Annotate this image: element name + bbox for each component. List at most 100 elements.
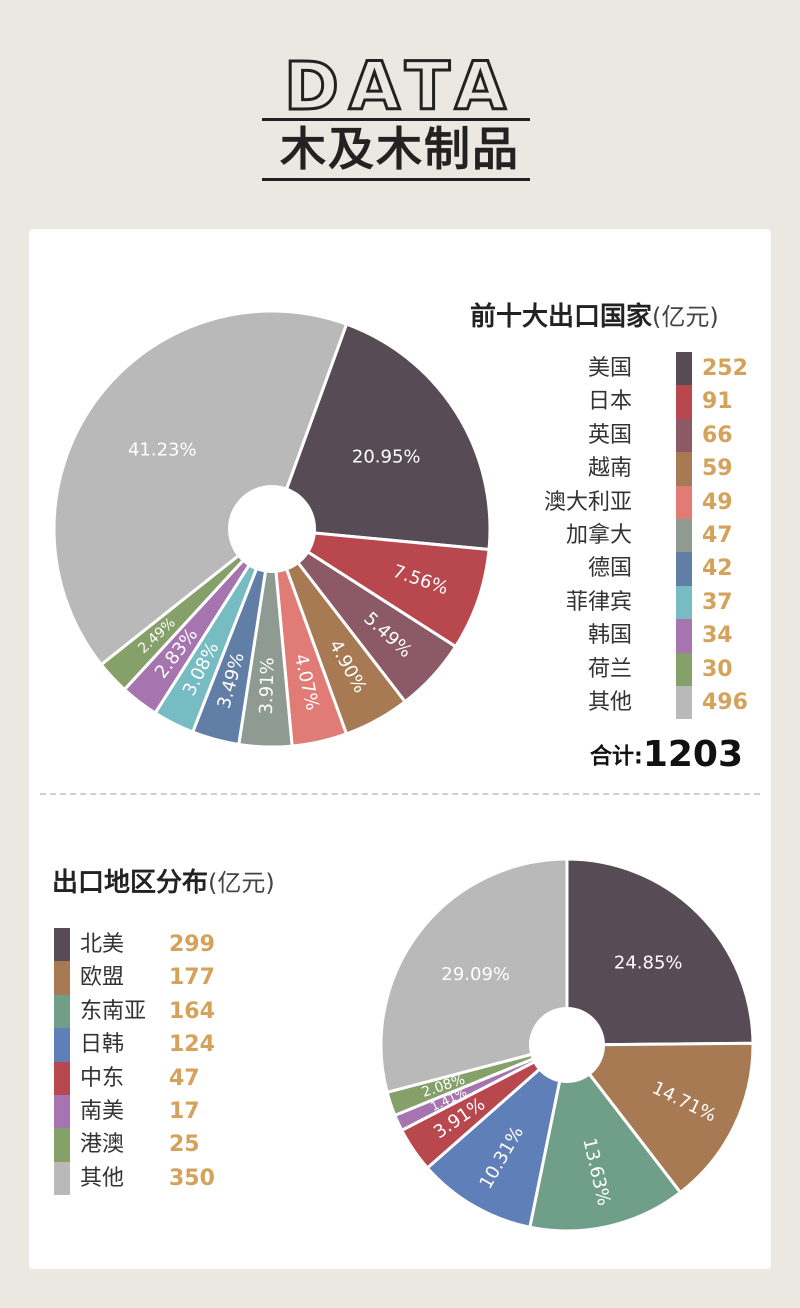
- pie-slice-10: [52, 309, 349, 667]
- legend-country-row: 加拿大 47: [560, 518, 760, 553]
- pie-label-0: 20.95%: [352, 446, 421, 467]
- legend-label: 美国: [587, 356, 632, 381]
- legend-value: 42: [702, 556, 733, 582]
- legend-country-row: 德国 42: [560, 552, 760, 586]
- data-wordmark: DATA: [283, 48, 516, 125]
- legend-swatch: [676, 485, 692, 519]
- total-value: 1203: [642, 734, 744, 775]
- legend-value: 91: [702, 389, 733, 415]
- pie-label-7: 29.09%: [441, 964, 510, 985]
- section1-title: 前十大出口国家(亿元): [470, 296, 719, 333]
- legend-country-row: 韩国 34: [560, 619, 760, 653]
- legend-value: 17: [169, 1098, 200, 1124]
- legend-region-row: 北美 299: [54, 928, 274, 962]
- legend-value: 47: [169, 1065, 200, 1091]
- legend-value: 25: [169, 1132, 200, 1158]
- legend-value: 59: [702, 456, 733, 482]
- section2-title-text: 出口地区分布: [52, 868, 209, 898]
- pie-slice-0: [565, 857, 755, 1047]
- legend-country-row: 美国 252: [560, 352, 760, 386]
- legend-value: 164: [169, 998, 215, 1024]
- pie-label-0: 24.85%: [614, 953, 683, 974]
- legend-swatch: [54, 1061, 70, 1095]
- legend-label: 日韩: [80, 1032, 125, 1058]
- pie-slice-3: [425, 1040, 570, 1230]
- legend-value: 124: [169, 1032, 215, 1058]
- legend-swatch: [54, 1128, 70, 1162]
- legend-label: 北美: [80, 932, 125, 957]
- legend-region-row: 东南亚 164: [54, 994, 274, 1029]
- legend-label: 日本: [587, 389, 632, 415]
- legend-swatch: [676, 552, 692, 586]
- legend-region-row: 日韩 124: [54, 1028, 274, 1062]
- legend-region-row: 欧盟 177: [54, 961, 274, 995]
- legend-swatch: [54, 928, 70, 962]
- legend-value: 30: [702, 656, 733, 682]
- legend-value: 252: [702, 356, 748, 381]
- legend-label: 韩国: [587, 623, 632, 649]
- total-summary: 合计:1203: [590, 734, 743, 775]
- legend-swatch: [676, 585, 692, 620]
- legend-region-row: 其他 350: [54, 1161, 274, 1196]
- legend-value: 66: [702, 422, 733, 448]
- pie-slice-2: [528, 1041, 683, 1233]
- legend-swatch: [54, 1094, 70, 1129]
- legend-label: 中东: [80, 1065, 125, 1091]
- legend-swatch: [676, 352, 692, 386]
- legend-value: 34: [702, 623, 733, 649]
- pie-label-5: 3.91%: [256, 657, 279, 715]
- page-title: 木及木制品: [280, 122, 520, 176]
- section-divider: [40, 793, 760, 795]
- section2-unit: (亿元): [208, 869, 275, 897]
- legend-label: 德国: [587, 556, 632, 582]
- legend-swatch: [676, 452, 692, 486]
- legend-swatch: [54, 1028, 70, 1062]
- pie-center-hole: [228, 485, 316, 573]
- legend-label: 澳大利亚: [543, 489, 632, 515]
- legend-swatch: [676, 685, 692, 720]
- pie-center-hole: [529, 1007, 605, 1083]
- pie-label-10: 41.23%: [128, 440, 197, 461]
- legend-label: 其他: [587, 689, 632, 715]
- legend-swatch: [54, 994, 70, 1029]
- pie-slice-1: [271, 527, 491, 649]
- legend-swatch: [676, 385, 692, 419]
- wordmark-underline: [262, 118, 530, 121]
- legend-value: 496: [702, 689, 748, 715]
- legend-country-row: 日本 91: [560, 385, 760, 419]
- legend-label: 港澳: [80, 1132, 125, 1158]
- title-underline: [262, 178, 530, 181]
- legend-swatch: [676, 619, 692, 653]
- legend-label: 英国: [587, 422, 632, 448]
- pie-slice-1: [563, 1041, 755, 1195]
- section1-unit: (亿元): [652, 303, 719, 331]
- legend-value: 299: [169, 932, 215, 957]
- legend-label: 越南: [587, 456, 632, 482]
- legend-swatch: [54, 1161, 70, 1196]
- legend-label: 东南亚: [80, 998, 147, 1024]
- legend-label: 加拿大: [565, 522, 632, 548]
- legend-value: 177: [169, 965, 215, 991]
- legend-swatch: [676, 652, 692, 686]
- legend-country-row: 菲律宾 37: [560, 585, 760, 620]
- section2-title: 出口地区分布(亿元): [52, 862, 275, 899]
- section1-title-text: 前十大出口国家: [470, 302, 653, 332]
- legend-label: 菲律宾: [565, 589, 632, 615]
- pie-slice-7: [379, 857, 569, 1095]
- legend-countries: 美国 252 日本 91 英国 66 越南 59 澳大利亚 49 加拿大 47 德国 42 菲律宾 37 韩国 3…: [544, 352, 760, 720]
- legend-label: 欧盟: [80, 965, 125, 991]
- legend-regions: 北美 299 欧盟 177 东南亚 164 日韩 124 中东 47 南美 17 港澳 25 其他 350: [54, 928, 274, 1196]
- legend-region-row: 港澳 25: [54, 1128, 274, 1162]
- legend-region-row: 中东 47: [54, 1061, 274, 1095]
- legend-label: 荷兰: [587, 656, 632, 682]
- legend-region-row: 南美 17: [54, 1094, 274, 1129]
- legend-label: 其他: [80, 1165, 125, 1191]
- legend-country-row: 荷兰 30: [560, 652, 760, 686]
- legend-value: 49: [702, 489, 733, 515]
- legend-value: 47: [702, 522, 733, 548]
- legend-swatch: [676, 518, 692, 553]
- legend-swatch: [54, 961, 70, 995]
- legend-country-row: 越南 59: [560, 452, 760, 486]
